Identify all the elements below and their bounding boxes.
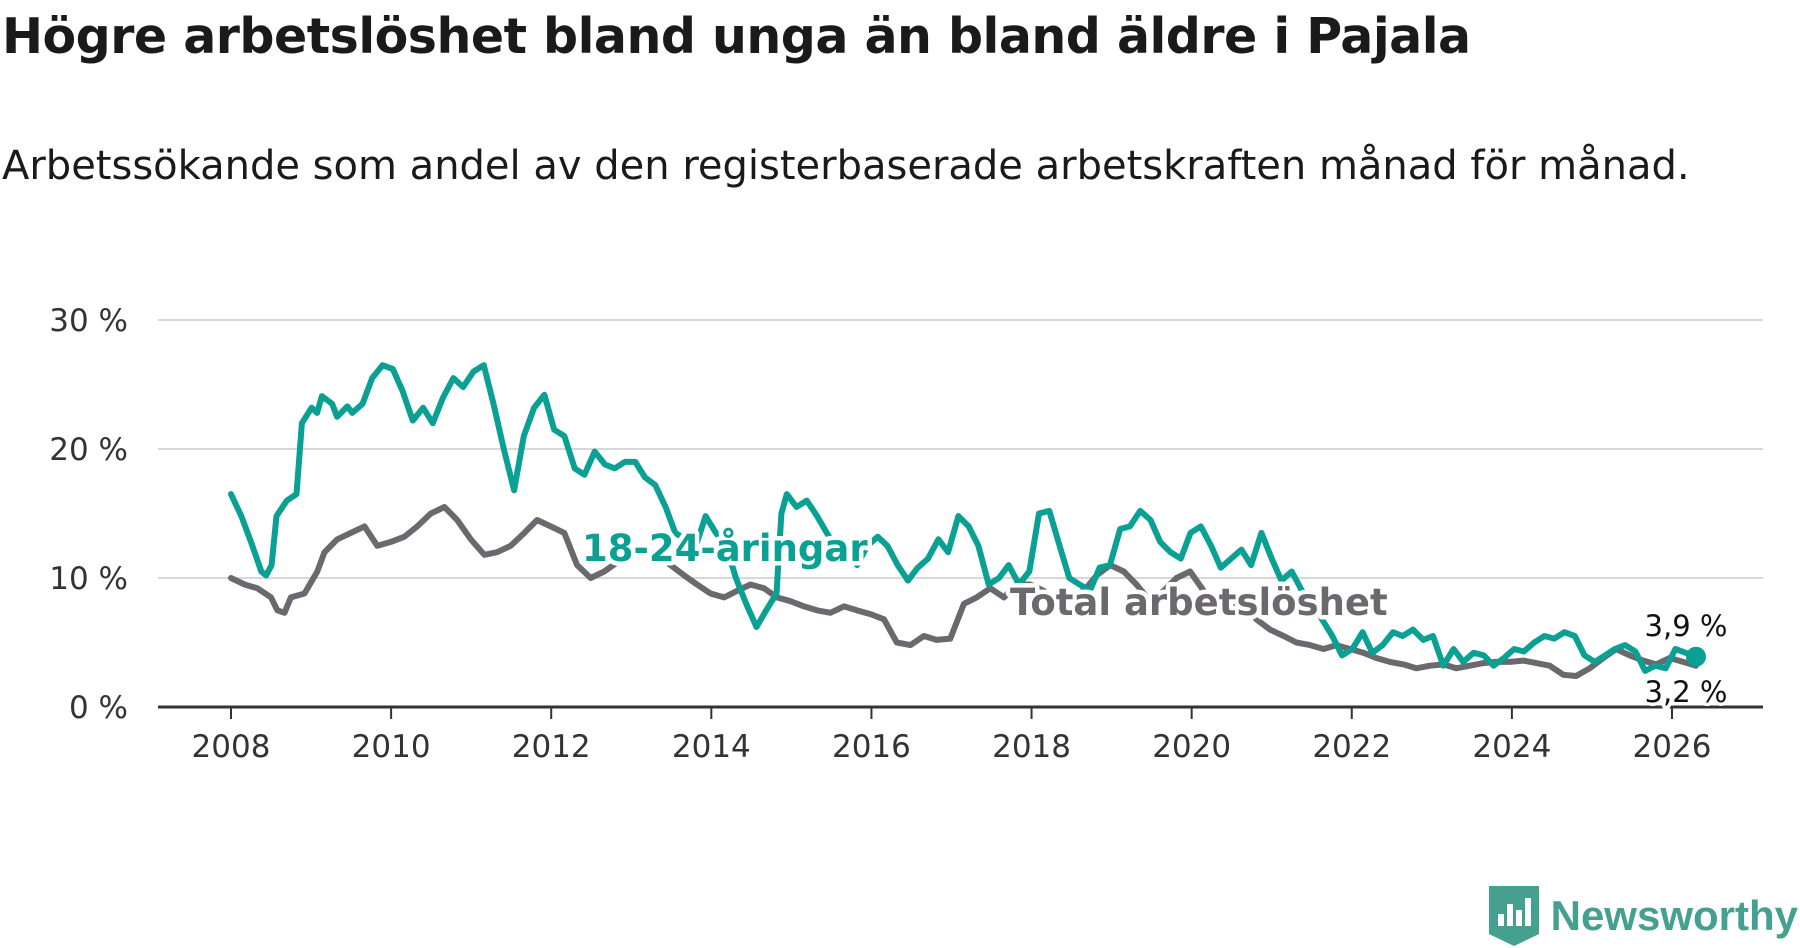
x-tick-label: 2012 [512,729,591,765]
x-tick-label: 2026 [1633,729,1712,765]
y-axis: 0 % 10 % 20 % 30 % [49,303,128,726]
x-tick-label: 2010 [352,729,431,765]
chart-title: Högre arbetslöshet bland unga än bland ä… [2,8,1471,65]
gridlines [158,319,1763,579]
end-label-youth: 3,9 % [1645,609,1728,643]
y-tick-label: 30 % [49,303,128,339]
series-line-total [228,504,1699,679]
x-tick-label: 2022 [1312,729,1391,765]
series-end-dot-youth [1686,646,1707,667]
chart-subtitle: Arbetssökande som andel av den registerb… [2,143,1690,189]
x-tick-label: 2016 [832,729,911,765]
brand-name: Newsworthy [1550,892,1798,939]
x-tick-label: 2014 [672,729,751,765]
end-value-labels: 3,9 % 3,2 % [1641,606,1731,713]
x-axis: 2008 2010 2012 2014 2016 2018 2020 2022 2024 2026 [158,705,1763,765]
y-tick-label: 10 % [49,561,128,597]
x-tick-label: 2020 [1152,729,1231,765]
x-tick-label: 2018 [992,729,1071,765]
series-line-youth [228,362,1699,674]
y-tick-label: 20 % [49,432,128,468]
y-tick-label: 0 % [69,690,128,726]
series-lines [228,362,1707,679]
newsworthy-logo-icon [1488,886,1539,946]
x-tick-label: 2008 [192,729,271,765]
series-label-youth: 18-24-åringar [582,527,868,570]
series-label-total: Total arbetslöshet [1010,581,1388,624]
end-label-total: 3,2 % [1645,675,1728,709]
x-tick-label: 2024 [1472,729,1551,765]
brand[interactable]: Newsworthy [1488,886,1798,946]
series-labels: 18-24-åringar Total arbetslöshet [578,523,1393,629]
